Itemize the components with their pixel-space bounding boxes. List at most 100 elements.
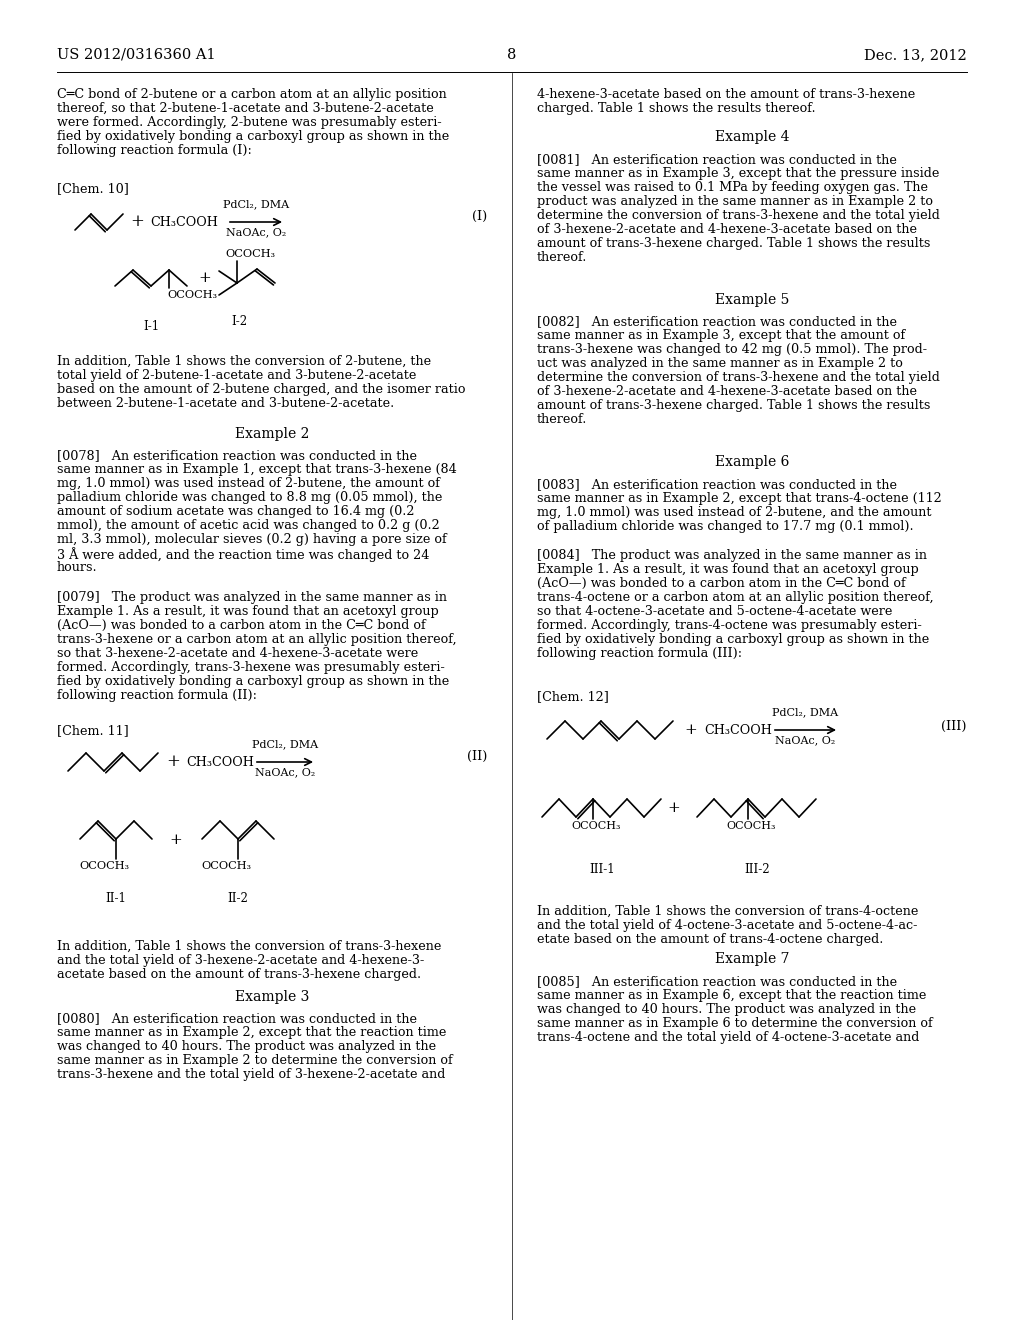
Text: trans-3-hexene was changed to 42 mg (0.5 mmol). The prod-: trans-3-hexene was changed to 42 mg (0.5… <box>537 343 927 356</box>
Text: amount of trans-3-hexene charged. Table 1 shows the results: amount of trans-3-hexene charged. Table … <box>537 236 931 249</box>
Text: Example 1. As a result, it was found that an acetoxyl group: Example 1. As a result, it was found tha… <box>57 605 438 618</box>
Text: same manner as in Example 2 to determine the conversion of: same manner as in Example 2 to determine… <box>57 1053 453 1067</box>
Text: thereof.: thereof. <box>537 251 588 264</box>
Text: thereof.: thereof. <box>537 413 588 426</box>
Text: [Chem. 11]: [Chem. 11] <box>57 723 129 737</box>
Text: PdCl₂, DMA: PdCl₂, DMA <box>772 708 838 717</box>
Text: same manner as in Example 3, except that the amount of: same manner as in Example 3, except that… <box>537 329 905 342</box>
Text: of 3-hexene-2-acetate and 4-hexene-3-acetate based on the: of 3-hexene-2-acetate and 4-hexene-3-ace… <box>537 223 918 236</box>
Text: so that 3-hexene-2-acetate and 4-hexene-3-acetate were: so that 3-hexene-2-acetate and 4-hexene-… <box>57 647 418 660</box>
Text: III-1: III-1 <box>589 863 614 876</box>
Text: +: + <box>668 801 680 814</box>
Text: III-2: III-2 <box>744 863 770 876</box>
Text: and the total yield of 3-hexene-2-acetate and 4-hexene-3-: and the total yield of 3-hexene-2-acetat… <box>57 954 424 968</box>
Text: 3 Å were added, and the reaction time was changed to 24: 3 Å were added, and the reaction time wa… <box>57 546 429 562</box>
Text: Example 6: Example 6 <box>715 455 790 469</box>
Text: acetate based on the amount of trans-3-hexene charged.: acetate based on the amount of trans-3-h… <box>57 968 421 981</box>
Text: so that 4-octene-3-acetate and 5-octene-4-acetate were: so that 4-octene-3-acetate and 5-octene-… <box>537 605 892 618</box>
Text: +: + <box>685 723 697 737</box>
Text: +: + <box>166 754 180 771</box>
Text: hours.: hours. <box>57 561 97 574</box>
Text: I-2: I-2 <box>231 315 247 327</box>
Text: Example 7: Example 7 <box>715 952 790 966</box>
Text: +: + <box>170 833 182 847</box>
Text: NaOAc, O₂: NaOAc, O₂ <box>775 735 836 744</box>
Text: (AcO—) was bonded to a carbon atom in the C═C bond of: (AcO—) was bonded to a carbon atom in th… <box>57 619 426 632</box>
Text: [0080]   An esterification reaction was conducted in the: [0080] An esterification reaction was co… <box>57 1012 417 1026</box>
Text: formed. Accordingly, trans-4-octene was presumably esteri-: formed. Accordingly, trans-4-octene was … <box>537 619 922 632</box>
Text: same manner as in Example 3, except that the pressure inside: same manner as in Example 3, except that… <box>537 168 939 180</box>
Text: PdCl₂, DMA: PdCl₂, DMA <box>252 739 318 748</box>
Text: mg, 1.0 mmol) was used instead of 2-butene, the amount of: mg, 1.0 mmol) was used instead of 2-bute… <box>57 477 440 490</box>
Text: determine the conversion of trans-3-hexene and the total yield: determine the conversion of trans-3-hexe… <box>537 209 940 222</box>
Text: [0078]   An esterification reaction was conducted in the: [0078] An esterification reaction was co… <box>57 449 417 462</box>
Text: OCOCH₃: OCOCH₃ <box>726 821 775 832</box>
Text: CH₃COOH: CH₃COOH <box>150 215 218 228</box>
Text: was changed to 40 hours. The product was analyzed in the: was changed to 40 hours. The product was… <box>57 1040 436 1053</box>
Text: I-1: I-1 <box>143 319 159 333</box>
Text: CH₃COOH: CH₃COOH <box>705 723 772 737</box>
Text: II-1: II-1 <box>105 892 126 906</box>
Text: same manner as in Example 6 to determine the conversion of: same manner as in Example 6 to determine… <box>537 1016 933 1030</box>
Text: same manner as in Example 2, except that the reaction time: same manner as in Example 2, except that… <box>57 1026 446 1039</box>
Text: [0084]   The product was analyzed in the same manner as in: [0084] The product was analyzed in the s… <box>537 549 927 562</box>
Text: trans-4-octene and the total yield of 4-octene-3-acetate and: trans-4-octene and the total yield of 4-… <box>537 1031 920 1044</box>
Text: 8: 8 <box>507 48 517 62</box>
Text: +: + <box>199 271 211 285</box>
Text: ml, 3.3 mmol), molecular sieves (0.2 g) having a pore size of: ml, 3.3 mmol), molecular sieves (0.2 g) … <box>57 533 446 546</box>
Text: following reaction formula (III):: following reaction formula (III): <box>537 647 742 660</box>
Text: between 2-butene-1-acetate and 3-butene-2-acetate.: between 2-butene-1-acetate and 3-butene-… <box>57 397 394 411</box>
Text: [0082]   An esterification reaction was conducted in the: [0082] An esterification reaction was co… <box>537 315 897 327</box>
Text: fied by oxidatively bonding a carboxyl group as shown in the: fied by oxidatively bonding a carboxyl g… <box>57 129 450 143</box>
Text: In addition, Table 1 shows the conversion of trans-3-hexene: In addition, Table 1 shows the conversio… <box>57 940 441 953</box>
Text: (AcO—) was bonded to a carbon atom in the C═C bond of: (AcO—) was bonded to a carbon atom in th… <box>537 577 906 590</box>
Text: etate based on the amount of trans-4-octene charged.: etate based on the amount of trans-4-oct… <box>537 933 884 946</box>
Text: formed. Accordingly, trans-3-hexene was presumably esteri-: formed. Accordingly, trans-3-hexene was … <box>57 661 444 675</box>
Text: mg, 1.0 mmol) was used instead of 2-butene, and the amount: mg, 1.0 mmol) was used instead of 2-bute… <box>537 506 932 519</box>
Text: were formed. Accordingly, 2-butene was presumably esteri-: were formed. Accordingly, 2-butene was p… <box>57 116 441 129</box>
Text: NaOAc, O₂: NaOAc, O₂ <box>226 227 286 238</box>
Text: In addition, Table 1 shows the conversion of trans-4-octene: In addition, Table 1 shows the conversio… <box>537 906 919 917</box>
Text: Example 1. As a result, it was found that an acetoxyl group: Example 1. As a result, it was found tha… <box>537 564 919 576</box>
Text: [0085]   An esterification reaction was conducted in the: [0085] An esterification reaction was co… <box>537 975 897 987</box>
Text: Dec. 13, 2012: Dec. 13, 2012 <box>864 48 967 62</box>
Text: Example 3: Example 3 <box>234 990 309 1005</box>
Text: 4-hexene-3-acetate based on the amount of trans-3-hexene: 4-hexene-3-acetate based on the amount o… <box>537 88 915 102</box>
Text: product was analyzed in the same manner as in Example 2 to: product was analyzed in the same manner … <box>537 195 933 209</box>
Text: [Chem. 10]: [Chem. 10] <box>57 182 129 195</box>
Text: following reaction formula (II):: following reaction formula (II): <box>57 689 257 702</box>
Text: [0079]   The product was analyzed in the same manner as in: [0079] The product was analyzed in the s… <box>57 591 447 605</box>
Text: of palladium chloride was changed to 17.7 mg (0.1 mmol).: of palladium chloride was changed to 17.… <box>537 520 913 533</box>
Text: (III): (III) <box>941 719 967 733</box>
Text: OCOCH₃: OCOCH₃ <box>201 861 251 871</box>
Text: fied by oxidatively bonding a carboxyl group as shown in the: fied by oxidatively bonding a carboxyl g… <box>57 675 450 688</box>
Text: +: + <box>130 214 144 231</box>
Text: II-2: II-2 <box>227 892 249 906</box>
Text: OCOCH₃: OCOCH₃ <box>225 249 275 259</box>
Text: charged. Table 1 shows the results thereof.: charged. Table 1 shows the results there… <box>537 102 816 115</box>
Text: CH₃COOH: CH₃COOH <box>186 755 254 768</box>
Text: amount of trans-3-hexene charged. Table 1 shows the results: amount of trans-3-hexene charged. Table … <box>537 399 931 412</box>
Text: [0083]   An esterification reaction was conducted in the: [0083] An esterification reaction was co… <box>537 478 897 491</box>
Text: the vessel was raised to 0.1 MPa by feeding oxygen gas. The: the vessel was raised to 0.1 MPa by feed… <box>537 181 928 194</box>
Text: was changed to 40 hours. The product was analyzed in the: was changed to 40 hours. The product was… <box>537 1003 916 1016</box>
Text: In addition, Table 1 shows the conversion of 2-butene, the: In addition, Table 1 shows the conversio… <box>57 355 431 368</box>
Text: (II): (II) <box>467 750 487 763</box>
Text: trans-3-hexene or a carbon atom at an allylic position thereof,: trans-3-hexene or a carbon atom at an al… <box>57 634 457 645</box>
Text: determine the conversion of trans-3-hexene and the total yield: determine the conversion of trans-3-hexe… <box>537 371 940 384</box>
Text: same manner as in Example 6, except that the reaction time: same manner as in Example 6, except that… <box>537 989 927 1002</box>
Text: PdCl₂, DMA: PdCl₂, DMA <box>223 199 289 209</box>
Text: US 2012/0316360 A1: US 2012/0316360 A1 <box>57 48 216 62</box>
Text: Example 2: Example 2 <box>234 426 309 441</box>
Text: amount of sodium acetate was changed to 16.4 mg (0.2: amount of sodium acetate was changed to … <box>57 506 415 517</box>
Text: trans-4-octene or a carbon atom at an allylic position thereof,: trans-4-octene or a carbon atom at an al… <box>537 591 934 605</box>
Text: following reaction formula (I):: following reaction formula (I): <box>57 144 252 157</box>
Text: uct was analyzed in the same manner as in Example 2 to: uct was analyzed in the same manner as i… <box>537 356 903 370</box>
Text: total yield of 2-butene-1-acetate and 3-butene-2-acetate: total yield of 2-butene-1-acetate and 3-… <box>57 370 417 381</box>
Text: same manner as in Example 1, except that trans-3-hexene (84: same manner as in Example 1, except that… <box>57 463 457 477</box>
Text: NaOAc, O₂: NaOAc, O₂ <box>255 767 315 777</box>
Text: [0081]   An esterification reaction was conducted in the: [0081] An esterification reaction was co… <box>537 153 897 166</box>
Text: same manner as in Example 2, except that trans-4-octene (112: same manner as in Example 2, except that… <box>537 492 942 506</box>
Text: C═C bond of 2-butene or a carbon atom at an allylic position: C═C bond of 2-butene or a carbon atom at… <box>57 88 446 102</box>
Text: OCOCH₃: OCOCH₃ <box>79 861 129 871</box>
